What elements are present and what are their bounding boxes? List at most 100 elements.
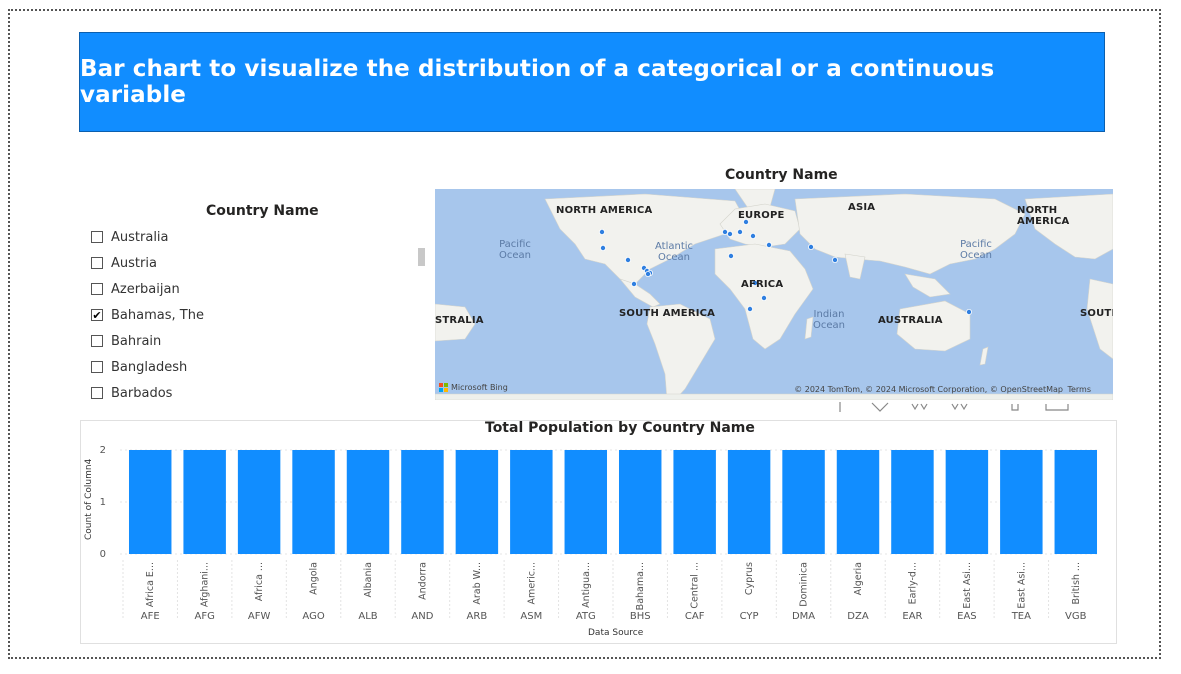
map-title: Country Name: [725, 167, 838, 183]
bar-cyp[interactable]: [727, 450, 771, 554]
slicer-item[interactable]: Australia: [91, 224, 421, 250]
bar-alb[interactable]: [346, 450, 390, 554]
microsoft-logo-icon: [439, 383, 448, 392]
slicer-item-label: Bahrain: [111, 333, 162, 349]
bar-atg[interactable]: [564, 450, 608, 554]
map-points: [598, 218, 973, 316]
x-sublabel: Arab W...: [472, 562, 483, 605]
slicer-item[interactable]: Bangladesh: [91, 354, 421, 380]
bar-vgb[interactable]: [1054, 450, 1098, 554]
ocean-label-pacific-east: Pacific Ocean: [960, 239, 992, 261]
ocean-label-pacific: Pacific Ocean: [499, 239, 531, 261]
focus-mode-icon: [1045, 404, 1069, 411]
country-slicer-list: Australia Austria Azerbaijan ✔ Bahamas, The B…: [91, 224, 421, 406]
bar-chart-plot: 0 1 2 Africa E... AFE Afghani... AFG Africa ...…: [100, 445, 1100, 620]
bar-and[interactable]: [401, 450, 444, 554]
bar-afe[interactable]: [128, 450, 172, 554]
x-tick-label: AFE: [141, 611, 160, 620]
x-tick-label: EAS: [957, 611, 977, 620]
continent-label-australia: AUSTRALIA: [878, 315, 943, 326]
bar-caf[interactable]: [673, 450, 716, 554]
checkbox-icon[interactable]: [91, 283, 103, 295]
slicer-title: Country Name: [206, 203, 319, 219]
y-tick-label: 0: [100, 549, 106, 560]
x-tick-label: EAR: [902, 611, 922, 620]
x-sublabel: East Asi...: [962, 562, 973, 609]
continent-label-asia: ASIA: [848, 202, 876, 213]
x-tick-label: ALB: [358, 611, 377, 620]
x-tick-label: AFG: [194, 611, 214, 620]
slicer-item-label: Australia: [111, 229, 169, 245]
slicer-item[interactable]: ✔ Bahamas, The: [91, 302, 421, 328]
slicer-item[interactable]: Barbados: [91, 380, 421, 406]
x-sublabel: Dominica: [799, 562, 810, 607]
ocean-label-atlantic: Atlantic Ocean: [654, 241, 694, 263]
continent-label-south-america: SOUTH AMERICA: [619, 308, 716, 319]
slicer-item[interactable]: Bahrain: [91, 328, 421, 354]
slicer-item-label: Barbados: [111, 385, 173, 401]
continent-label-africa: AFRICA: [741, 279, 784, 290]
slicer-scrollbar[interactable]: [418, 248, 425, 266]
x-tick-label: DMA: [792, 611, 815, 620]
bar-ear[interactable]: [891, 450, 934, 554]
bar-afg[interactable]: [183, 450, 226, 554]
bar-chart-visual[interactable]: [80, 420, 1117, 644]
x-sublabel: Antigua...: [581, 562, 592, 608]
bar-arb[interactable]: [455, 450, 499, 554]
x-sublabel: Angola: [309, 562, 320, 595]
x-tick-label: BHS: [630, 611, 651, 620]
slicer-item[interactable]: Azerbaijan: [91, 276, 421, 302]
x-tick-label: AND: [411, 611, 433, 620]
slicer-item[interactable]: Austria: [91, 250, 421, 276]
x-tick-label: ARB: [467, 611, 488, 620]
continent-label-north-america: NORTH AMERICA: [556, 205, 653, 216]
chart-title: Total Population by Country Name: [485, 420, 755, 436]
x-tick-label: CAF: [685, 611, 705, 620]
map-landmass: [435, 189, 1113, 400]
y-tick-label: 2: [100, 445, 106, 456]
expand-all-icon: [911, 403, 928, 411]
x-tick-label: ATG: [576, 611, 596, 620]
world-map[interactable]: NORTH AMERICA EUROPE ASIA NORTH AMERICA …: [435, 189, 1113, 400]
visual-header-toolbar: [839, 402, 1069, 412]
map-copyright[interactable]: © 2024 TomTom, © 2024 Microsoft Corporat…: [794, 385, 1063, 394]
bar-dza[interactable]: [836, 450, 880, 554]
map-terms-link[interactable]: Terms: [1067, 385, 1091, 394]
report-canvas-frame: [8, 9, 1161, 659]
bar-dma[interactable]: [782, 450, 825, 554]
checkbox-checked-icon[interactable]: ✔: [91, 308, 103, 322]
x-sublabel: Albania: [363, 562, 374, 597]
continent-label-australia-west: STRALIA: [435, 315, 484, 326]
go-next-level-icon: [951, 403, 968, 411]
slicer-item-label: Azerbaijan: [111, 281, 180, 297]
bar-afw[interactable]: [237, 450, 281, 554]
y-tick-label: 1: [100, 497, 106, 508]
slicer-item-label: Bahamas, The: [111, 307, 204, 323]
checkbox-icon[interactable]: [91, 335, 103, 347]
x-tick-label: AFW: [248, 611, 271, 620]
bar-ago[interactable]: [292, 450, 335, 554]
x-tick-label: VGB: [1065, 611, 1087, 620]
bar-eas[interactable]: [945, 450, 989, 554]
bar-bhs[interactable]: [618, 450, 662, 554]
checkbox-icon[interactable]: [91, 231, 103, 243]
x-sublabel: Americ...: [526, 562, 537, 604]
x-sublabel: Afghani...: [200, 562, 211, 607]
x-sublabel: Africa ...: [254, 562, 265, 601]
x-sublabel: Algeria: [853, 562, 864, 595]
bar-asm[interactable]: [510, 450, 553, 554]
filter-icon: [1011, 404, 1019, 411]
bar-tea[interactable]: [1000, 450, 1043, 554]
checkbox-icon[interactable]: [91, 361, 103, 373]
x-sublabel: Andorra: [417, 562, 428, 600]
x-tick-label: ASM: [520, 611, 542, 620]
checkbox-icon[interactable]: [91, 387, 103, 399]
x-tick-label: CYP: [740, 611, 759, 620]
continent-label-south-east: SOUTH: [1080, 308, 1113, 319]
x-sublabel: Central ...: [690, 562, 701, 609]
x-sublabel: Cyprus: [744, 562, 755, 595]
checkbox-icon[interactable]: [91, 257, 103, 269]
chart-x-axis-label: Data Source: [588, 628, 644, 638]
slicer-item-label: Austria: [111, 255, 157, 271]
x-tick-label: TEA: [1011, 611, 1031, 620]
